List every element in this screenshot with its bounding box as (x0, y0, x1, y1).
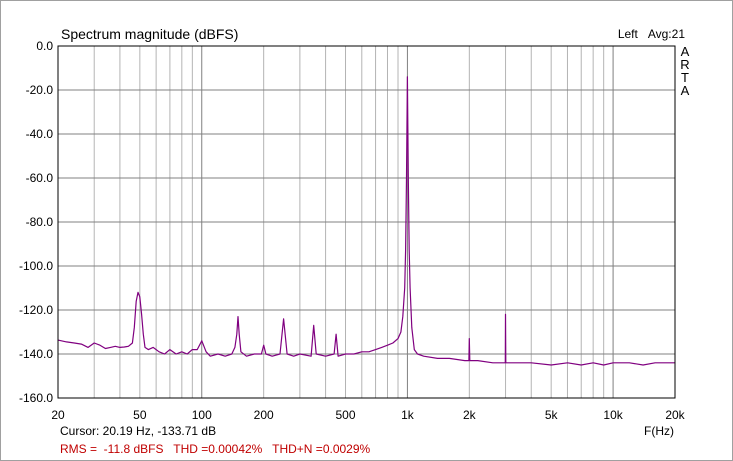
cursor-readout: Cursor: 20.19 Hz, -133.71 dB (60, 424, 217, 438)
y-tick-label: -80.0 (26, 215, 54, 229)
x-tick-label: 10k (603, 408, 623, 422)
arta-logo: A R T A (679, 45, 691, 97)
rms-value: RMS = -11.8 dBFS (60, 442, 164, 456)
thdn-value: THD+N =0.0029% (272, 442, 371, 456)
y-tick-label: -140.0 (19, 347, 53, 361)
plot-border (57, 45, 676, 399)
spectrum-trace (57, 76, 675, 366)
x-tick-label: 100 (192, 408, 212, 422)
status-readout: Left Avg:21 (608, 27, 685, 41)
logo-letter: R (680, 57, 690, 72)
y-tick-label: -160.0 (19, 391, 53, 405)
y-tick-label: -20.0 (26, 83, 54, 97)
x-tick-label: 20k (665, 408, 685, 422)
logo-letter: A (680, 44, 690, 59)
y-tick-label: -120.0 (19, 303, 53, 317)
y-tick-label: 0.0 (36, 39, 53, 53)
x-tick-label: 500 (335, 408, 355, 422)
y-tick-label: -100.0 (19, 259, 53, 273)
x-tick-label: 200 (254, 408, 274, 422)
channel-label: Left (617, 27, 638, 41)
x-tick-label: 2k (463, 408, 477, 422)
thd-value: THD =0.00042% (173, 442, 263, 456)
logo-letter: T (681, 70, 689, 85)
logo-letter: A (680, 83, 690, 98)
y-tick-label: -60.0 (26, 171, 54, 185)
chart-title: Spectrum magnitude (dBFS) (61, 26, 239, 42)
stats-readout: RMS = -11.8 dBFS THD =0.00042% THD+N =0.… (60, 442, 370, 456)
x-tick-label: 1k (401, 408, 415, 422)
x-axis-unit: F(Hz) (644, 424, 674, 438)
x-tick-label: 5k (545, 408, 559, 422)
x-tick-label: 50 (133, 408, 147, 422)
y-tick-label: -40.0 (26, 127, 54, 141)
averaging-label: Avg:21 (647, 27, 685, 41)
x-tick-label: 20 (51, 408, 65, 422)
